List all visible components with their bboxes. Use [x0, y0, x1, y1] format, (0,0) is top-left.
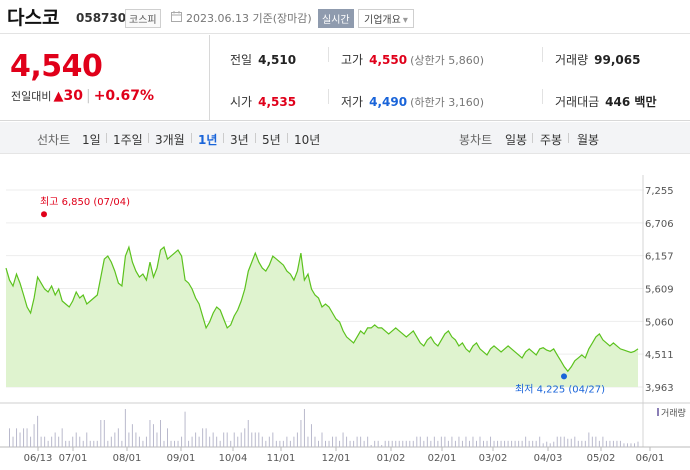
stock-code: 058730: [76, 11, 127, 25]
x-tick-label: 08/01: [113, 453, 142, 464]
x-tick-label: 02/01: [428, 453, 457, 464]
x-tick-label: 09/01: [167, 453, 196, 464]
y-tick-label: 7,255: [645, 186, 674, 197]
calendar-icon: [171, 11, 182, 22]
divider: [328, 89, 329, 104]
volume-legend-swatch: [657, 408, 659, 416]
low-label: 최저 4,225 (04/27): [515, 383, 605, 395]
y-tick-label: 6,157: [645, 252, 674, 263]
chevron-down-icon: ▾: [402, 15, 408, 26]
divider: [191, 133, 192, 143]
open-price: 시가 4,535: [230, 93, 296, 110]
divider: [542, 89, 543, 104]
change-label: 전일대비: [11, 90, 52, 103]
volume-label: 거래량: [555, 53, 589, 67]
x-tick-label: 11/01: [267, 453, 296, 464]
market-badge: 코스피: [125, 9, 161, 28]
period-tabs: 선차트 1일 1주일 3개월 1년 3년 5년 10년 봉차트 일봉 주봉 월봉: [0, 122, 690, 154]
divider: [148, 133, 149, 143]
price-chart: 7,255 6,706 6,157 5,609 5,060 4,511 3,963 최고 6,…: [0, 175, 690, 464]
divider: [223, 133, 224, 143]
lower-limit: (하한가 3,160): [410, 96, 484, 109]
tab-1d[interactable]: 1일: [82, 133, 101, 147]
x-tick-label: 12/01: [322, 453, 351, 464]
divider: [106, 133, 107, 143]
tab-3m[interactable]: 3개월: [155, 133, 185, 147]
x-tick-label: 03/02: [479, 453, 508, 464]
amount-label: 거래대금: [555, 95, 600, 109]
open-value: 4,535: [258, 95, 297, 109]
current-price: 4,540: [10, 49, 103, 84]
x-tick-label: 10/04: [219, 453, 248, 464]
high-label: 최고 6,850 (07/04): [40, 196, 130, 208]
low-price: 저가 4,490 (하한가 3,160): [341, 93, 484, 110]
tab-10y[interactable]: 10년: [294, 133, 321, 147]
divider: [568, 133, 569, 143]
divider: [255, 133, 256, 143]
x-tick-label: 01/02: [377, 453, 406, 464]
price-area: [6, 247, 638, 387]
y-tick-label: 5,609: [645, 285, 674, 296]
low-marker: [561, 373, 567, 380]
high-marker: [41, 211, 47, 218]
line-chart-label: 선차트: [37, 133, 71, 147]
divider: [542, 47, 543, 62]
y-tick-label: 3,963: [645, 383, 674, 394]
tab-3y[interactable]: 3년: [230, 133, 249, 147]
volume: 거래량 99,065: [555, 51, 640, 68]
x-tick-label: 04/03: [534, 453, 563, 464]
stock-name: 다스코: [7, 7, 60, 29]
high-price: 고가 4,550 (상한가 5,860): [341, 51, 484, 68]
high-value: 4,550: [369, 53, 408, 67]
change-value: 30: [63, 88, 83, 104]
divider: [328, 47, 329, 62]
low-label: 저가: [341, 95, 364, 109]
divider: |: [85, 88, 91, 104]
tab-1w[interactable]: 1주일: [113, 133, 143, 147]
tab-monthly[interactable]: 월봉: [577, 133, 600, 147]
up-triangle-icon: ▲: [53, 89, 64, 104]
tab-daily[interactable]: 일봉: [505, 133, 528, 147]
prev-value: 4,510: [258, 53, 297, 67]
divider: [532, 133, 533, 143]
company-info-button[interactable]: 기업개요 ▾: [358, 9, 414, 28]
y-tick-label: 5,060: [645, 317, 674, 328]
tab-weekly[interactable]: 주봉: [540, 133, 563, 147]
candle-chart-label: 봉차트: [459, 133, 493, 147]
tab-5y[interactable]: 5년: [262, 133, 281, 147]
y-tick-label: 4,511: [645, 350, 674, 361]
x-tick-label: 07/01: [59, 453, 88, 464]
volume-value: 99,065: [594, 53, 641, 67]
prev-label: 전일: [230, 53, 253, 67]
tab-1y[interactable]: 1년: [198, 133, 218, 147]
volume-legend: 거래량: [661, 407, 686, 419]
divider: [287, 133, 288, 143]
company-info-label: 기업개요: [364, 15, 401, 26]
realtime-button[interactable]: 실시간: [318, 9, 354, 28]
low-value: 4,490: [369, 95, 408, 109]
stock-header: 다스코 058730 코스피 2023.06.13 기준(장마감) 실시간 기업…: [0, 0, 690, 34]
x-tick-label: 05/02: [587, 453, 616, 464]
price-line: [5, 245, 639, 373]
current-price-box: 4,540 전일대비 ▲30 | +0.67%: [4, 35, 210, 121]
prev-close: 전일 4,510: [230, 51, 296, 68]
open-label: 시가: [230, 95, 253, 109]
trade-amount: 거래대금 446 백만: [555, 93, 656, 110]
x-tick-label: 06/01: [636, 453, 665, 464]
price-summary: 4,540 전일대비 ▲30 | +0.67% 전일 4,510 고가 4,550 (상한가…: [0, 35, 690, 121]
upper-limit: (상한가 5,860): [410, 54, 484, 67]
y-tick-label: 6,706: [645, 219, 674, 230]
change-rate: +0.67%: [93, 88, 154, 104]
x-tick-label: 06/13: [24, 453, 53, 464]
amount-value: 446 백만: [605, 95, 657, 109]
high-label: 고가: [341, 53, 364, 67]
change-row: 전일대비 ▲30 | +0.67%: [11, 88, 154, 104]
base-date: 2023.06.13 기준(장마감): [186, 12, 312, 25]
